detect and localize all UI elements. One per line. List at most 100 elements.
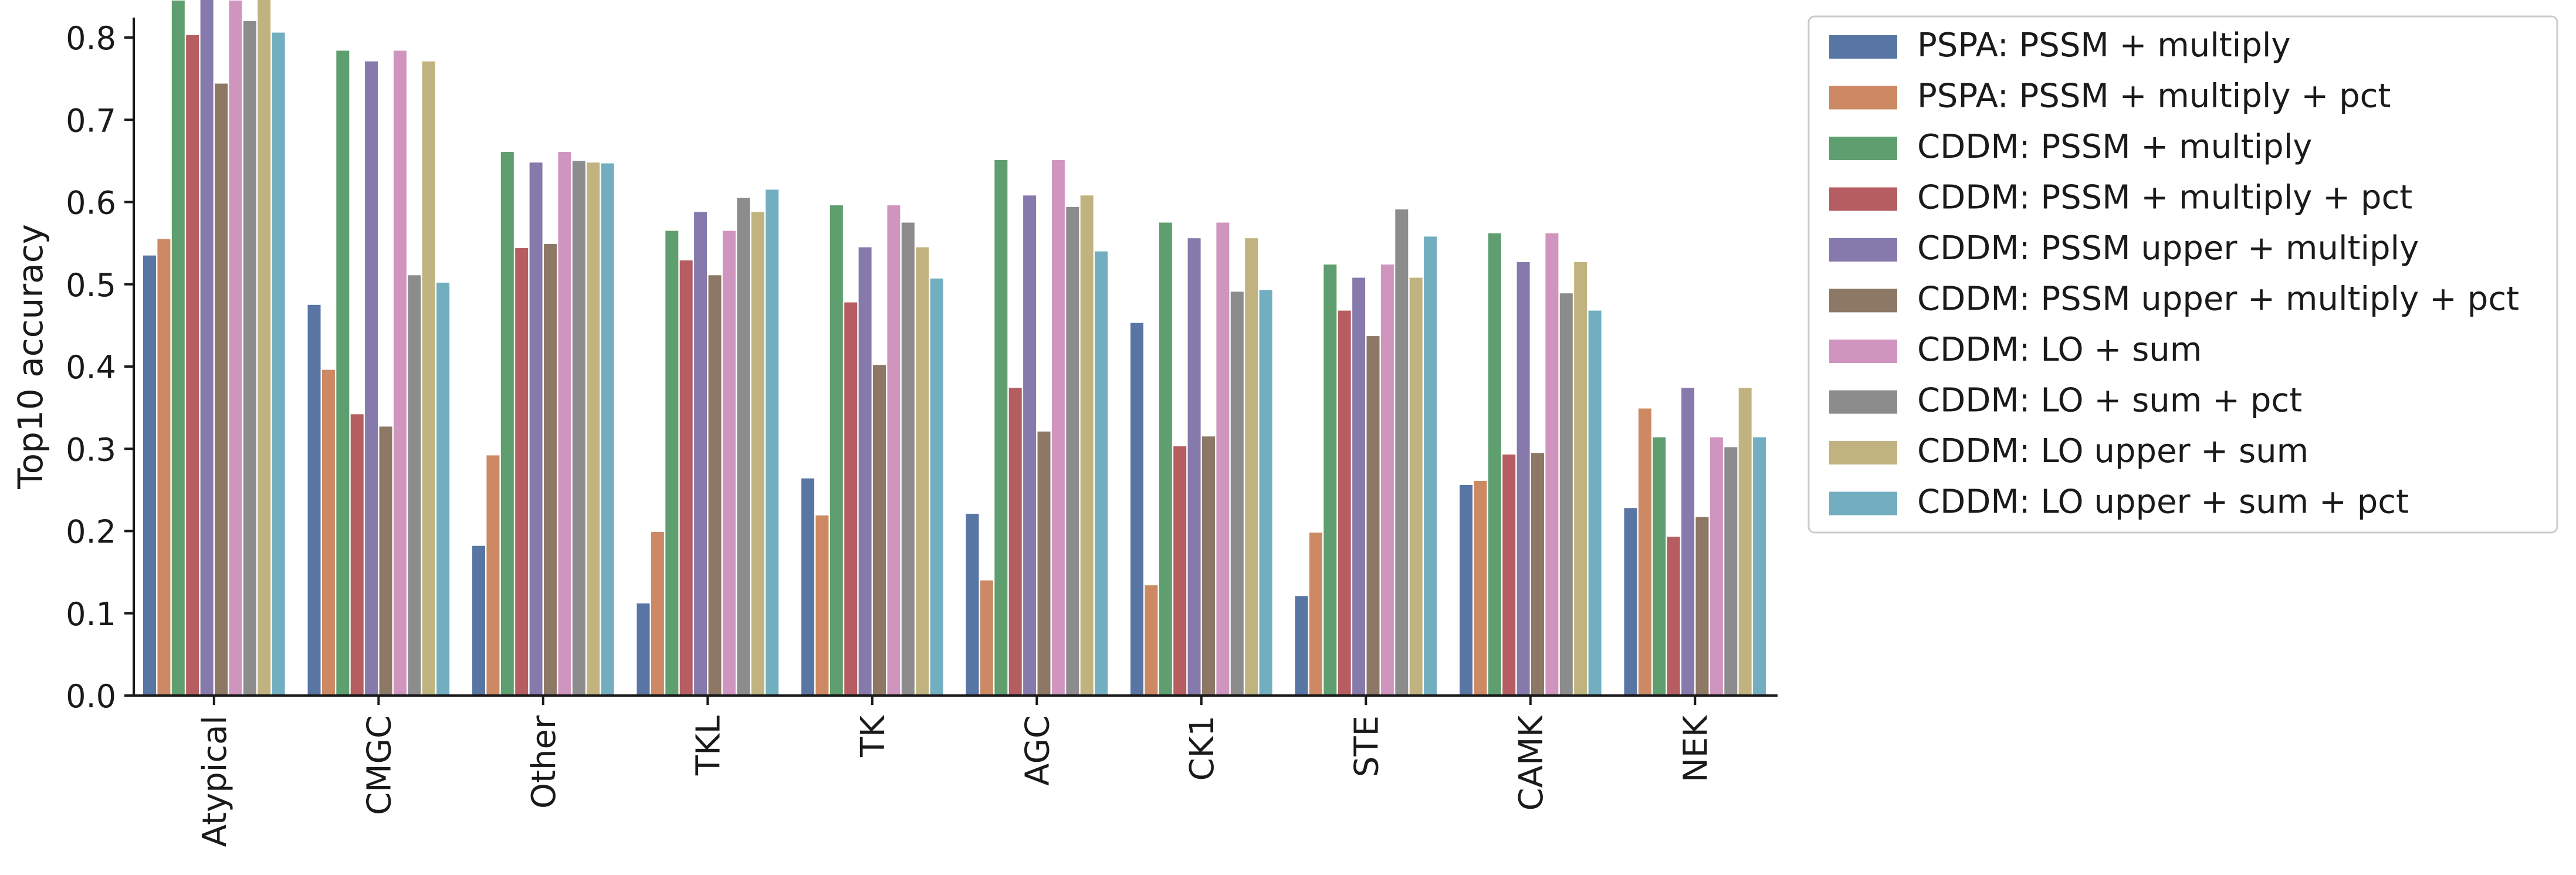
bar [858, 247, 872, 696]
x-tick-label: Atypical [196, 715, 234, 847]
legend-swatch [1829, 86, 1897, 110]
bar [393, 50, 407, 696]
bar [737, 198, 750, 696]
bar [1574, 262, 1587, 696]
y-tick-label: 0.8 [66, 20, 116, 57]
bar [1066, 206, 1079, 696]
bar [1202, 436, 1215, 696]
bar [1695, 517, 1709, 696]
bar [215, 83, 228, 696]
legend-swatch [1829, 340, 1897, 363]
bar [966, 514, 979, 696]
bar [1095, 251, 1108, 696]
bar [365, 61, 378, 696]
bar [679, 260, 693, 696]
x-tick-label: NEK [1677, 715, 1715, 782]
bar [422, 61, 435, 696]
bar [486, 455, 500, 696]
legend-frame [1807, 15, 2558, 534]
legend: PSPA: PSSM + multiply PSPA: PSSM + multip… [1807, 15, 2558, 534]
bar [708, 275, 722, 696]
bar [408, 275, 421, 696]
bar [916, 247, 929, 696]
y-axis-label: Top10 accuracy [11, 224, 50, 490]
bar [665, 230, 679, 696]
bar [1008, 388, 1022, 696]
bar [1474, 480, 1487, 696]
bar [336, 50, 350, 696]
y-tick-label: 0.5 [66, 267, 116, 304]
bar [1037, 431, 1051, 696]
bar [601, 163, 614, 696]
legend-swatch [1829, 187, 1897, 211]
bar [1352, 277, 1366, 696]
bar [1245, 238, 1258, 696]
bar [1502, 455, 1516, 696]
bar [815, 515, 829, 696]
legend-swatch [1829, 390, 1897, 414]
x-tick-label: TKL [689, 715, 727, 776]
bar [722, 230, 736, 696]
bar [529, 162, 543, 696]
bar [1173, 446, 1187, 696]
bar [436, 282, 450, 696]
bar [1753, 437, 1766, 696]
legend-label: CDDM: LO + sum [1917, 331, 2202, 369]
bar [587, 162, 600, 696]
bar [1216, 222, 1230, 696]
x-tick-label: STE [1348, 715, 1386, 777]
y-tick-label: 0.4 [66, 349, 116, 386]
bar [544, 244, 557, 696]
bar [873, 365, 886, 696]
legend-swatch [1829, 35, 1897, 59]
axes-layer: Top10 accuracy 0.0 0.1 0.2 0.3 0.4 0.5 0.6 0.7 0… [11, 18, 1778, 847]
bar [1145, 585, 1158, 696]
bar [321, 369, 335, 696]
bar [1653, 437, 1666, 696]
bar [1531, 453, 1544, 696]
bar [1588, 310, 1602, 696]
bar [1724, 447, 1738, 696]
legend-swatch [1829, 441, 1897, 464]
bar [1624, 508, 1637, 696]
y-tick-label: 0.6 [66, 185, 116, 222]
bar [1545, 233, 1559, 696]
bar [1366, 336, 1380, 696]
bar [243, 21, 256, 696]
bar [171, 0, 185, 696]
bar [472, 545, 485, 696]
bar [887, 205, 901, 696]
legend-label: PSPA: PSSM + multiply + pct [1917, 77, 2391, 116]
bar [1230, 291, 1244, 696]
bar [1424, 236, 1437, 696]
y-tick-label: 0.0 [66, 678, 116, 715]
bar [751, 212, 764, 696]
bar [1667, 537, 1680, 696]
bar [558, 151, 571, 696]
bar [1395, 209, 1409, 696]
legend-label: CDDM: LO upper + sum + pct [1917, 483, 2409, 521]
bar [1380, 264, 1394, 696]
bar [307, 304, 321, 696]
legend-swatch [1829, 491, 1897, 515]
bar [801, 478, 814, 696]
x-tick-label: CK1 [1183, 715, 1221, 781]
bar [844, 302, 858, 696]
bar [651, 531, 664, 696]
bar [901, 222, 915, 696]
bar [1130, 323, 1143, 696]
bar [930, 278, 943, 696]
bar [1023, 195, 1037, 696]
bar [994, 160, 1008, 696]
x-tick-label: Other [525, 715, 563, 809]
bars-layer [143, 0, 1766, 696]
legend-label: CDDM: LO + sum + pct [1917, 382, 2302, 420]
bar [1638, 408, 1651, 696]
legend-label: CDDM: PSSM upper + multiply + pct [1917, 280, 2519, 318]
x-tick-label: TK [854, 715, 892, 758]
legend-swatch [1829, 289, 1897, 313]
bar [200, 0, 214, 696]
legend-label: CDDM: PSSM upper + multiply [1917, 229, 2419, 267]
bar [694, 212, 708, 696]
